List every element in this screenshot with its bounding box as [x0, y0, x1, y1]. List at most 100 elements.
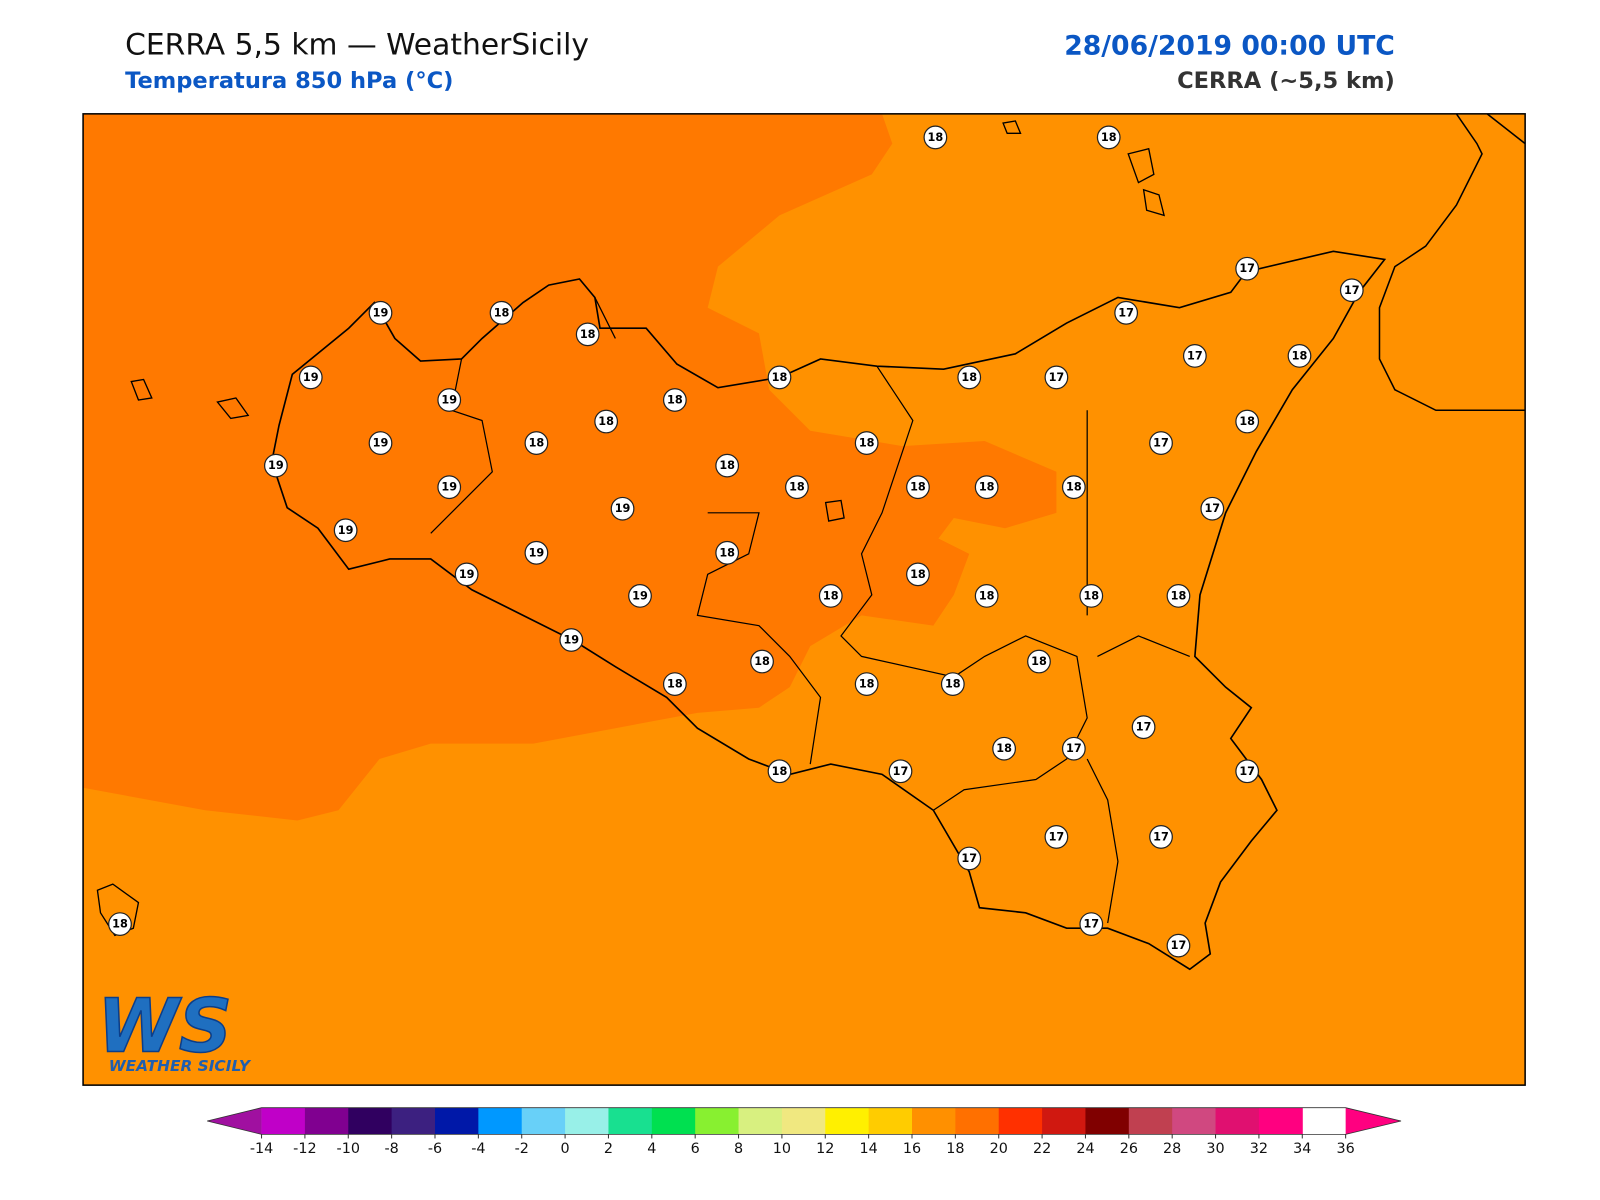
colorbar-tick-label: -12	[293, 1141, 316, 1157]
station-marker	[1235, 409, 1260, 434]
station-marker	[888, 759, 913, 784]
station: 18	[854, 431, 879, 455]
colorbar-tick-label: 0	[561, 1141, 570, 1157]
station-marker	[1061, 475, 1086, 500]
station: 17	[1044, 365, 1069, 390]
station-value: 19	[529, 546, 545, 559]
colorbar-bin	[434, 1107, 479, 1135]
colorbar-tick-label: 10	[773, 1141, 791, 1157]
logo-name: WEATHER SICILY	[109, 1057, 252, 1075]
station-value: 19	[459, 568, 475, 581]
station-marker	[940, 672, 965, 696]
station-value: 18	[772, 765, 788, 778]
station-value: 18	[789, 481, 805, 494]
station-value: 17	[1083, 918, 1099, 931]
colorbar-bin	[1042, 1107, 1086, 1135]
colorbar-tick-label: 28	[1163, 1141, 1181, 1157]
station: 18	[489, 300, 514, 325]
logo-mark: WS	[97, 983, 232, 1069]
station-value: 18	[719, 546, 735, 559]
station-marker	[1044, 365, 1069, 390]
station-marker	[1235, 759, 1260, 784]
station-marker	[1200, 496, 1225, 521]
station-value: 19	[441, 394, 457, 407]
colorbar-extend-low	[207, 1107, 262, 1135]
station-marker	[594, 409, 619, 434]
colorbar-bin	[998, 1107, 1043, 1135]
station-value: 17	[1344, 284, 1360, 297]
colorbar-tick-label: -4	[471, 1141, 485, 1157]
logo: WS WEATHER SICILY	[97, 983, 252, 1075]
station: 19	[454, 562, 479, 587]
colorbar-bin	[955, 1107, 1000, 1135]
station-value: 18	[979, 589, 995, 602]
colorbar-tick-label: 6	[691, 1141, 700, 1157]
warm-area	[83, 113, 1057, 821]
station-value: 18	[1239, 415, 1255, 428]
colorbar-tick-label: 12	[816, 1141, 834, 1157]
station-marker	[628, 583, 652, 608]
station: 18	[715, 453, 740, 478]
subtitle: Temperatura 850 hPa (°C)	[125, 68, 453, 94]
station: 19	[610, 496, 635, 521]
station-marker	[454, 562, 479, 587]
colorbar-tick-label: 4	[647, 1141, 656, 1157]
station: 18	[818, 583, 843, 608]
station: 17	[1061, 736, 1086, 761]
station: 17	[1149, 431, 1173, 455]
station-value: 17	[1153, 830, 1169, 843]
colorbar-tick-label: -6	[428, 1141, 442, 1157]
station-value: 18	[859, 678, 875, 691]
station-marker	[662, 388, 687, 412]
islands	[96, 120, 1166, 937]
station-marker	[923, 125, 948, 150]
colorbar-bin	[608, 1107, 653, 1135]
station-value: 19	[563, 634, 579, 647]
colorbar-bin	[825, 1107, 870, 1135]
colorbar-bin	[868, 1107, 913, 1135]
colorbar-tick-label: 26	[1120, 1141, 1138, 1157]
station-value: 18	[961, 371, 977, 384]
colorbar-bin	[261, 1107, 306, 1135]
station-value: 17	[1239, 262, 1255, 275]
colorbar-bin	[738, 1107, 783, 1135]
model-label: CERRA (~5,5 km)	[1177, 68, 1395, 94]
station-marker	[575, 322, 600, 347]
station: 18	[1027, 649, 1051, 674]
station: 18	[767, 365, 792, 390]
station: 17	[957, 846, 982, 871]
colorbar-bin	[348, 1107, 393, 1135]
station: 17	[1131, 715, 1156, 740]
station-marker	[1096, 125, 1121, 150]
station-value: 18	[996, 742, 1012, 755]
station-value: 17	[1171, 939, 1187, 952]
station-value: 19	[373, 306, 389, 319]
station-marker	[610, 496, 635, 521]
station-value: 17	[1049, 830, 1065, 843]
station: 18	[594, 409, 619, 434]
station-value: 18	[112, 918, 128, 931]
station: 18	[767, 759, 792, 784]
colorbar-bin	[1085, 1107, 1130, 1135]
station: 18	[854, 672, 879, 696]
station: 18	[785, 475, 809, 500]
station-value: 17	[1187, 349, 1203, 362]
station-marker	[957, 365, 982, 390]
station: 18	[940, 672, 965, 696]
station-value: 18	[1083, 589, 1099, 602]
colorbar-bin	[565, 1107, 609, 1135]
colorbar-tick-label: 20	[990, 1141, 1008, 1157]
colorbar-bin	[478, 1107, 523, 1135]
colorbar-tick-label: 16	[903, 1141, 921, 1157]
station-marker	[1166, 933, 1191, 958]
colorbar-tick-label: 2	[604, 1141, 613, 1157]
station-marker	[1027, 649, 1051, 674]
station-value: 19	[615, 502, 631, 515]
station: 19	[333, 518, 358, 543]
station-marker	[559, 628, 584, 652]
station-value: 18	[667, 394, 683, 407]
station: 17	[1044, 825, 1069, 849]
station: 17	[1149, 825, 1173, 849]
station-marker	[437, 475, 462, 500]
